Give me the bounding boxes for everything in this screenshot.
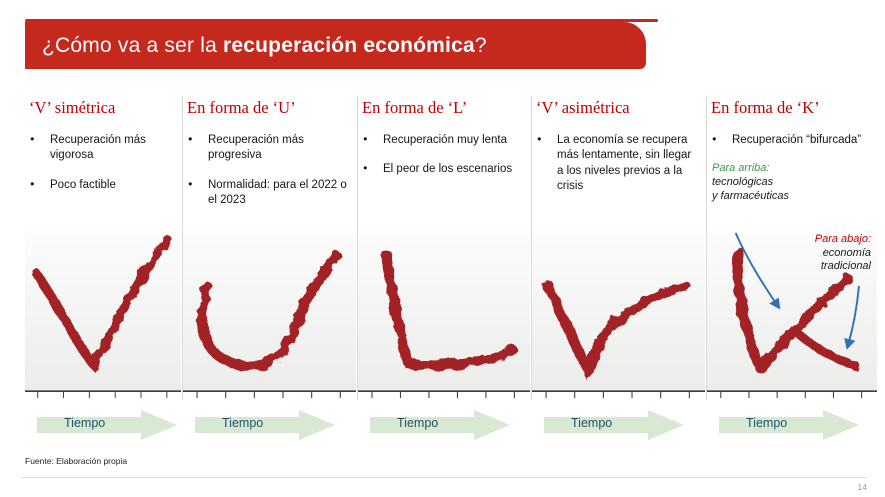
- l-curve: [380, 249, 517, 370]
- tiempo-arrow: Tiempo: [544, 409, 686, 441]
- column-v-asimetrica: ‘V’ asimétrica La economía se recupera m…: [532, 96, 707, 400]
- column-title: En forma de ‘U’: [187, 98, 296, 117]
- bullet-list: La economía se recupera más lentamente, …: [534, 133, 698, 194]
- column-title: En forma de ‘K’: [711, 98, 820, 117]
- column-l: En forma de ‘L’ Recuperación muy lenta E…: [358, 96, 532, 400]
- scenario-columns: ‘V’ simétrica Recuperación más vigorosa …: [25, 96, 878, 400]
- tiempo-arrow: Tiempo: [719, 409, 861, 441]
- right-arrow-icon: [719, 410, 859, 440]
- v-curve: [32, 235, 172, 372]
- time-axis-row: Tiempo Tiempo Tiempo Tiempo Tiempo: [25, 407, 878, 443]
- annotation-para-arriba-line1: tecnológicas: [712, 176, 774, 189]
- column-title: ‘V’ asimétrica: [536, 98, 630, 117]
- time-axis-cell: Tiempo: [25, 407, 183, 443]
- annotation-para-arriba-line2: y farmacéuticas: [712, 190, 790, 203]
- annotation-para-abajo-line1: economía: [822, 246, 871, 259]
- bullet-list: Recuperación “bifurcada”: [709, 133, 870, 148]
- v-asym-curve: [542, 279, 691, 383]
- time-axis-cell: Tiempo: [532, 407, 707, 443]
- page-title-suffix: ?: [474, 33, 487, 57]
- page-number: 14: [857, 482, 867, 492]
- bullet-item: Recuperación “bifurcada”: [709, 133, 870, 148]
- right-arrow-icon: [195, 410, 335, 440]
- right-arrow-icon: [544, 410, 684, 440]
- tiempo-label: Tiempo: [222, 416, 264, 430]
- right-arrow-icon: [370, 410, 510, 440]
- bullet-item: Recuperación más progresiva: [185, 133, 349, 164]
- chart-v-asimetrica: [532, 230, 705, 400]
- column-title: En forma de ‘L’: [362, 98, 468, 117]
- bullet-item: La economía se recupera más lentamente, …: [534, 133, 698, 194]
- annotation-para-arriba-label: Para arriba:: [712, 162, 770, 175]
- page-title-bold: recuperación económica: [223, 33, 475, 57]
- column-title: ‘V’ simétrica: [29, 98, 116, 117]
- chart-l: [358, 230, 530, 400]
- right-arrow-icon: [37, 410, 177, 440]
- chart-k: [707, 230, 877, 400]
- bullet-list: Recuperación más vigorosa Poco factible: [27, 133, 174, 193]
- footer-divider: [22, 477, 866, 478]
- column-u: En forma de ‘U’ Recuperación más progres…: [183, 96, 358, 400]
- tiempo-label: Tiempo: [746, 416, 788, 430]
- arrow-to-upper-branch-icon: [734, 232, 781, 310]
- tiempo-label: Tiempo: [397, 416, 439, 430]
- chart-v-simetrica: [25, 230, 181, 400]
- annotation-para-abajo-line2: tradicional: [820, 260, 871, 273]
- column-k: En forma de ‘K’ Recuperación “bifurcada”…: [707, 96, 878, 400]
- bullet-list: Recuperación muy lenta El peor de los es…: [360, 133, 523, 178]
- tiempo-label: Tiempo: [64, 416, 106, 430]
- time-axis-cell: Tiempo: [358, 407, 532, 443]
- annotation-para-arriba: Para arriba: tecnológicas y farmacéutica…: [712, 162, 870, 204]
- bullet-item: Recuperación más vigorosa: [27, 133, 174, 164]
- tiempo-arrow: Tiempo: [370, 409, 512, 441]
- k-curve: [732, 247, 861, 373]
- bullet-item: Poco factible: [27, 178, 174, 193]
- banner-accent-line: [25, 19, 658, 22]
- page-title-prefix: ¿Cómo va a ser la: [42, 33, 217, 57]
- arrow-to-lower-branch-icon: [844, 285, 860, 350]
- time-axis-cell: Tiempo: [707, 407, 878, 443]
- bullet-item: Recuperación muy lenta: [360, 133, 523, 148]
- bullet-item: Normalidad: para el 2022 o el 2023: [185, 178, 349, 209]
- tiempo-arrow: Tiempo: [195, 409, 337, 441]
- u-curve: [197, 251, 342, 371]
- column-v-simetrica: ‘V’ simétrica Recuperación más vigorosa …: [25, 96, 183, 400]
- annotation-para-abajo-label: Para abajo:: [814, 233, 871, 245]
- tiempo-label: Tiempo: [571, 416, 613, 430]
- time-axis-cell: Tiempo: [183, 407, 358, 443]
- chart-u: [183, 230, 356, 400]
- bullet-list: Recuperación más progresiva Normalidad: …: [185, 133, 349, 208]
- source-note: Fuente: Elaboración propia: [25, 456, 128, 466]
- bullet-item: El peor de los escenarios: [360, 162, 523, 177]
- annotation-para-abajo: Para abajo: economía tradicional: [815, 233, 871, 274]
- tiempo-arrow: Tiempo: [37, 409, 179, 441]
- page-title: ¿Cómo va a ser la recuperación económica…: [25, 22, 646, 69]
- blue-annotation-arrows: [734, 232, 860, 350]
